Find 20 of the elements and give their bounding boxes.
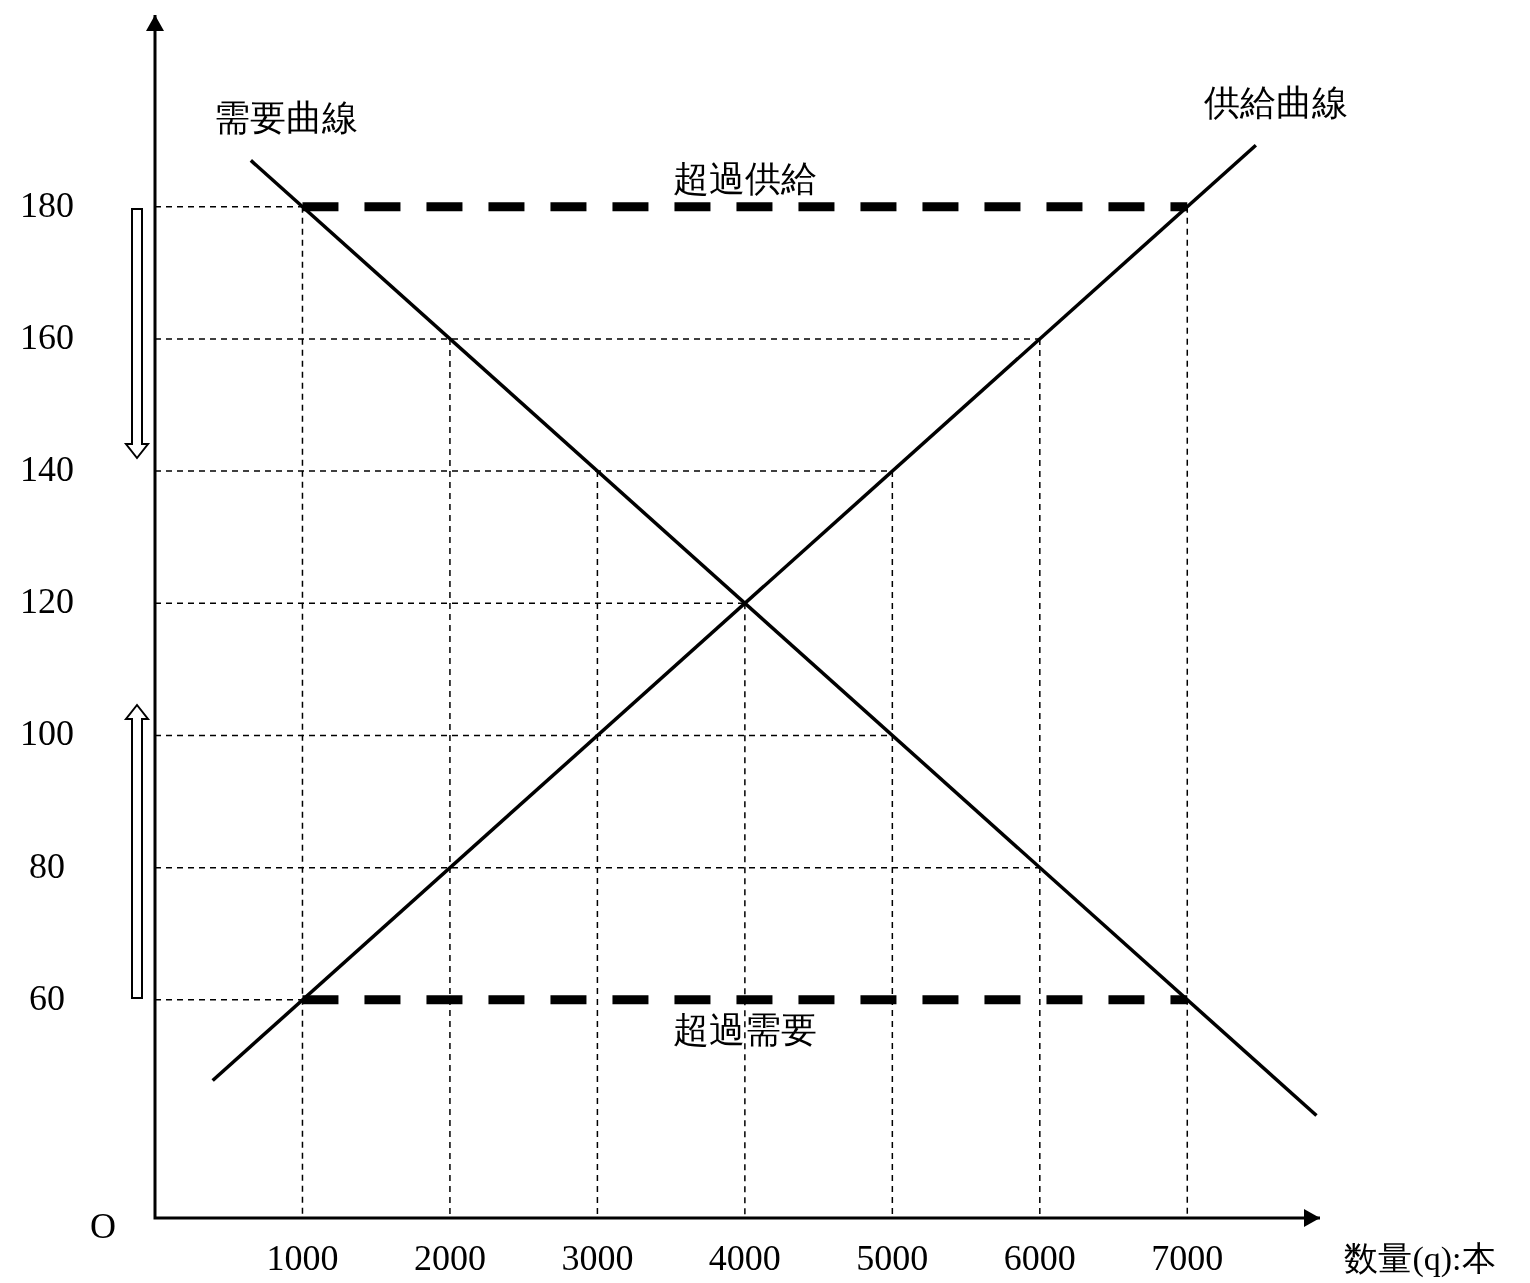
series-label: 供給曲線 — [1203, 83, 1348, 124]
x-tick-label: 4000 — [708, 1238, 781, 1278]
series-label: 超過供給 — [672, 158, 817, 199]
y-tick-label: 100 — [20, 713, 74, 754]
x-tick-label: 6000 — [1003, 1238, 1076, 1278]
y-tick-label: 180 — [20, 184, 74, 225]
x-axis-title: 数量(q):本 — [1344, 1240, 1496, 1278]
x-tick-label: 2000 — [413, 1238, 486, 1278]
y-tick-label: 60 — [29, 977, 65, 1018]
y-tick-label: 80 — [29, 845, 65, 886]
y-tick-label: 160 — [20, 316, 74, 357]
y-tick-label: 140 — [20, 449, 74, 490]
x-tick-label: 1000 — [266, 1238, 339, 1278]
x-tick-label: 3000 — [561, 1238, 634, 1278]
x-tick-label: 7000 — [1151, 1238, 1224, 1278]
text: O — [90, 1206, 116, 1246]
y-tick-label: 120 — [20, 581, 74, 622]
series-label: 超過需要 — [672, 1009, 817, 1050]
series-label: 需要曲線 — [213, 98, 358, 139]
x-tick-label: 5000 — [856, 1238, 929, 1278]
